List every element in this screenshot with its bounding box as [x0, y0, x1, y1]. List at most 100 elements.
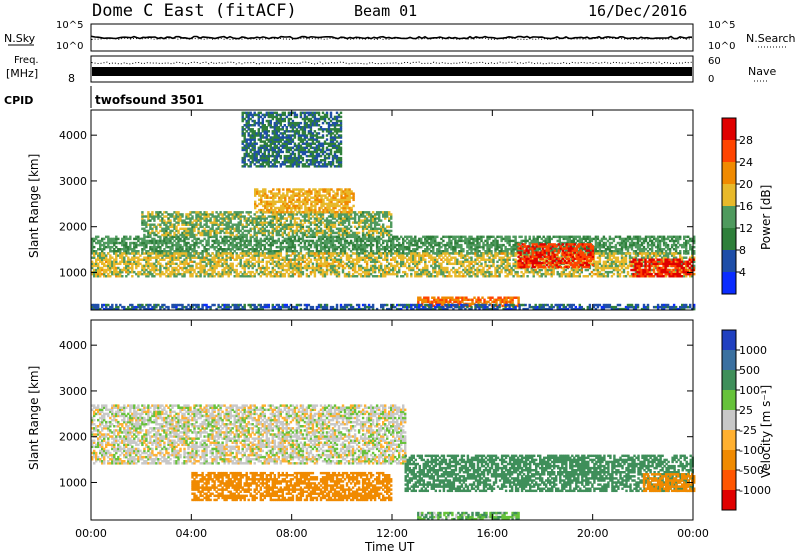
power-echo-cell	[171, 272, 174, 276]
power-echo-cell	[217, 250, 220, 253]
power-echo-cell	[388, 245, 391, 249]
power-echo-cell	[101, 237, 104, 241]
power-echo-cell	[452, 252, 455, 255]
power-echo-cell	[275, 219, 279, 222]
power-echo-cell	[596, 256, 600, 259]
power-echo-cell	[303, 245, 307, 249]
power-echo-cell	[209, 229, 212, 233]
power-echo-cell	[414, 260, 417, 264]
power-echo-cell	[275, 231, 279, 235]
power-echo-cell	[508, 248, 511, 251]
power-echo-cell	[309, 223, 313, 226]
power-echo-cell	[253, 262, 256, 266]
power-echo-cell	[323, 245, 327, 249]
power-echo-cell	[275, 229, 279, 233]
power-echo-cell	[353, 252, 357, 255]
power-echo-cell	[205, 248, 208, 251]
power-echo-cell	[103, 268, 106, 272]
power-echo-cell	[283, 268, 287, 272]
power-echo-cell	[141, 221, 144, 224]
power-echo-cell	[127, 258, 130, 261]
power-echo-cell	[305, 211, 309, 214]
power-echo-cell	[373, 258, 377, 261]
power-echo-cell	[151, 245, 154, 249]
power-echo-cell	[103, 248, 106, 251]
power-echo-cell	[213, 262, 216, 266]
power-echo-cell	[622, 241, 626, 245]
power-echo-cell	[496, 241, 499, 245]
power-echo-cell	[518, 275, 521, 278]
power-echo-cell	[223, 237, 226, 241]
power-echo-cell	[610, 260, 614, 264]
power-echo-cell	[233, 250, 236, 253]
power-echo-cell	[179, 239, 182, 243]
power-echo-cell	[420, 256, 423, 259]
power-echo-cell	[436, 270, 439, 274]
power-echo-cell	[223, 272, 226, 276]
power-echo-cell	[426, 252, 429, 255]
power-echo-cell	[624, 266, 628, 270]
power-echo-cell	[253, 272, 256, 276]
power-echo-cell	[442, 252, 445, 255]
power-echo-cell	[245, 260, 248, 264]
power-echo-cell	[426, 250, 429, 253]
power-echo-cell	[412, 254, 415, 257]
power-echo-cell	[614, 250, 618, 253]
power-echo-cell	[660, 239, 664, 243]
power-echo-cell	[466, 264, 469, 268]
power-echo-cell	[466, 260, 469, 264]
power-echo-cell	[685, 266, 688, 270]
power-echo-cell	[476, 252, 479, 255]
power-echo-cell	[141, 239, 144, 243]
power-echo-cell	[448, 243, 451, 247]
power-echo-cell	[101, 254, 104, 257]
power-echo-cell	[518, 250, 521, 253]
power-echo-cell	[187, 223, 190, 226]
power-echo-cell	[642, 258, 646, 261]
power-echo-cell	[365, 272, 369, 276]
power-echo-cell	[438, 266, 441, 270]
power-echo-cell	[181, 227, 184, 231]
power-echo-cell	[594, 272, 598, 276]
power-echo-cell	[476, 245, 479, 249]
power-echo-cell	[229, 213, 232, 216]
power-echo-cell	[616, 268, 620, 272]
power-echo-cell	[305, 252, 309, 255]
power-echo-cell	[656, 245, 660, 249]
power-echo-cell	[257, 221, 261, 224]
power-echo-cell	[596, 264, 600, 268]
power-echo-cell	[291, 215, 295, 218]
power-echo-cell	[414, 256, 417, 259]
power-echo-cell	[307, 254, 311, 257]
power-echo-cell	[668, 235, 672, 239]
power-echo-cell	[225, 250, 228, 253]
power-echo-cell	[239, 219, 242, 222]
power-echo-cell	[283, 221, 287, 224]
power-echo-cell	[161, 241, 164, 245]
power-echo-cell	[323, 235, 327, 239]
power-echo-cell	[548, 241, 551, 245]
power-echo-cell	[255, 270, 258, 274]
power-echo-cell	[484, 262, 487, 266]
power-echo-cell	[131, 256, 134, 259]
power-echo-cell	[418, 256, 421, 259]
power-echo-cell	[261, 225, 265, 229]
power-echo-cell	[161, 221, 164, 224]
power-echo-cell	[261, 233, 265, 237]
power-echo-cell	[295, 231, 299, 235]
power-echo-cell	[299, 213, 303, 216]
power-echo-cell	[119, 256, 122, 259]
power-echo-cell	[436, 254, 439, 257]
power-echo-cell	[159, 235, 162, 239]
power-echo-cell	[490, 252, 493, 255]
power-echo-cell	[189, 248, 192, 251]
power-echo-cell	[209, 275, 212, 278]
power-echo-cell	[666, 252, 670, 255]
power-echo-cell	[380, 268, 383, 272]
power-echo-cell	[175, 235, 178, 239]
power-echo-cell	[261, 272, 265, 276]
power-echo-cell	[279, 248, 283, 251]
power-echo-cell	[644, 248, 648, 251]
power-echo-cell	[239, 213, 242, 216]
power-echo-cell	[133, 260, 136, 264]
